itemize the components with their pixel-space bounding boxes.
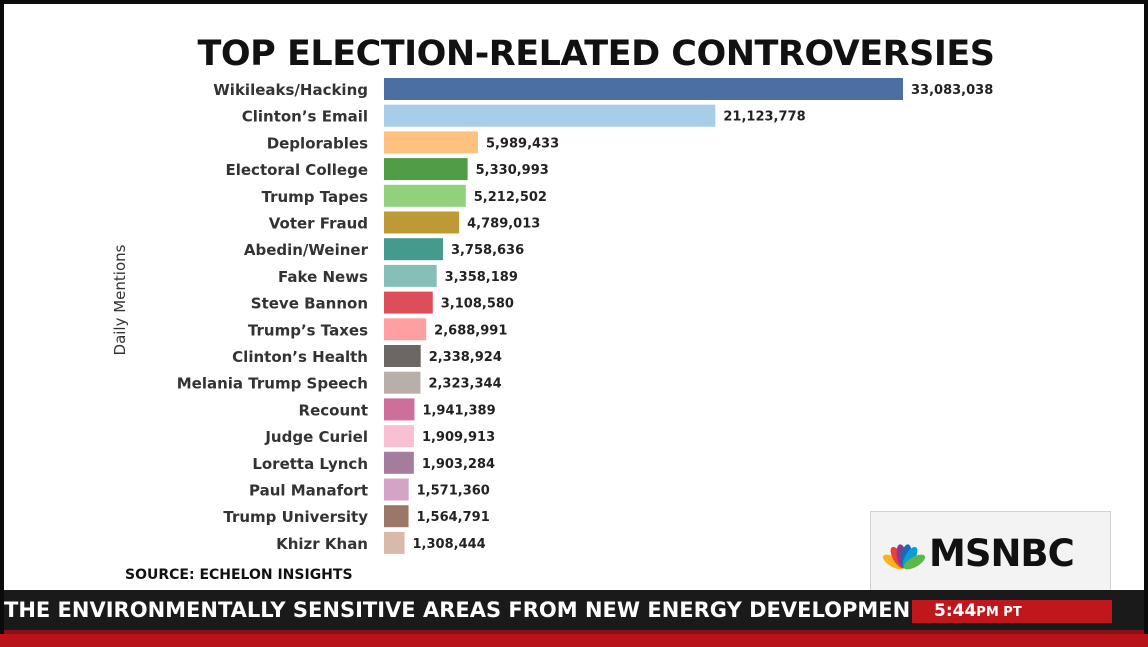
value-label: 2,338,924 bbox=[429, 350, 502, 365]
news-ticker: THE ENVIRONMENTALLY SENSITIVE AREAS FROM… bbox=[4, 590, 1144, 630]
broadcast-frame: TOP ELECTION-RELATED CONTROVERSIES Wikil… bbox=[4, 4, 1144, 634]
category-label: Trump’s Taxes bbox=[248, 321, 368, 339]
value-label: 3,358,189 bbox=[445, 270, 518, 285]
value-label: 3,108,580 bbox=[441, 297, 514, 312]
value-label: 21,123,778 bbox=[723, 110, 805, 125]
category-label: Steve Bannon bbox=[251, 295, 368, 313]
bar bbox=[384, 318, 427, 341]
bar bbox=[384, 131, 478, 154]
value-label: 33,083,038 bbox=[911, 83, 993, 98]
category-label: Electoral College bbox=[226, 161, 369, 179]
value-label: 5,212,502 bbox=[474, 190, 547, 205]
category-label: Fake News bbox=[278, 268, 368, 286]
chart-title: TOP ELECTION-RELATED CONTROVERSIES bbox=[197, 34, 995, 74]
network-logo-box: MSNBC bbox=[870, 511, 1111, 593]
category-label: Wikileaks/Hacking bbox=[213, 81, 368, 99]
bar bbox=[384, 505, 409, 528]
category-label: Clinton’s Health bbox=[232, 348, 368, 366]
bar bbox=[384, 104, 716, 127]
value-label: 5,330,993 bbox=[476, 163, 549, 178]
bar bbox=[384, 425, 414, 448]
bar bbox=[384, 371, 421, 394]
clock-hour: 5:44 bbox=[934, 601, 977, 621]
bar bbox=[384, 211, 460, 234]
bar bbox=[384, 478, 409, 501]
clock-time: 5:44PM PT bbox=[934, 601, 1022, 621]
category-label: Trump Tapes bbox=[261, 188, 368, 206]
bottom-red-strip bbox=[0, 634, 1148, 647]
bar bbox=[384, 238, 443, 261]
bar bbox=[384, 531, 405, 554]
value-label: 1,564,791 bbox=[417, 510, 490, 525]
bar bbox=[384, 291, 433, 314]
category-label: Judge Curiel bbox=[264, 428, 368, 446]
category-label: Khizr Khan bbox=[276, 535, 368, 553]
network-logo-text: MSNBC bbox=[929, 532, 1075, 575]
value-label: 4,789,013 bbox=[467, 217, 540, 232]
value-label: 1,903,284 bbox=[422, 457, 495, 472]
bar bbox=[384, 184, 466, 207]
category-label: Voter Fraud bbox=[269, 215, 368, 233]
bar-chart: Wikileaks/Hacking 33,083,038 Clinton’s Ema… bbox=[177, 78, 993, 554]
value-label: 1,941,389 bbox=[422, 403, 495, 418]
ticker-clock: 5:44PM PT bbox=[912, 600, 1112, 623]
category-label: Loretta Lynch bbox=[252, 455, 368, 473]
category-label: Clinton’s Email bbox=[242, 108, 368, 126]
peacock-icon bbox=[882, 544, 926, 570]
bar bbox=[384, 451, 414, 474]
bar bbox=[384, 78, 903, 100]
value-label: 1,571,360 bbox=[417, 484, 490, 499]
bar bbox=[384, 264, 437, 287]
category-label: Melania Trump Speech bbox=[177, 375, 368, 393]
bar bbox=[384, 158, 468, 181]
source-credit: SOURCE: ECHELON INSIGHTS bbox=[125, 567, 353, 583]
category-label: Trump University bbox=[223, 508, 368, 526]
ticker-headline: THE ENVIRONMENTALLY SENSITIVE AREAS FROM… bbox=[4, 598, 909, 622]
bar bbox=[384, 398, 415, 421]
value-label: 5,989,433 bbox=[486, 136, 559, 151]
value-label: 2,323,344 bbox=[428, 377, 501, 392]
value-label: 1,308,444 bbox=[413, 537, 486, 552]
value-label: 3,758,636 bbox=[451, 243, 524, 258]
value-label: 1,909,913 bbox=[422, 430, 495, 445]
peacock-feather bbox=[903, 554, 926, 570]
category-label: Deplorables bbox=[267, 134, 368, 152]
clock-suffix: PM PT bbox=[976, 605, 1022, 620]
category-label: Paul Manafort bbox=[249, 482, 368, 500]
value-label: 2,688,991 bbox=[434, 323, 507, 338]
ticker-bottom-rule bbox=[4, 630, 1144, 634]
category-label: Abedin/Weiner bbox=[244, 241, 369, 259]
y-axis-label: Daily Mentions bbox=[111, 244, 129, 356]
bar bbox=[384, 345, 421, 367]
category-label: Recount bbox=[299, 401, 368, 419]
